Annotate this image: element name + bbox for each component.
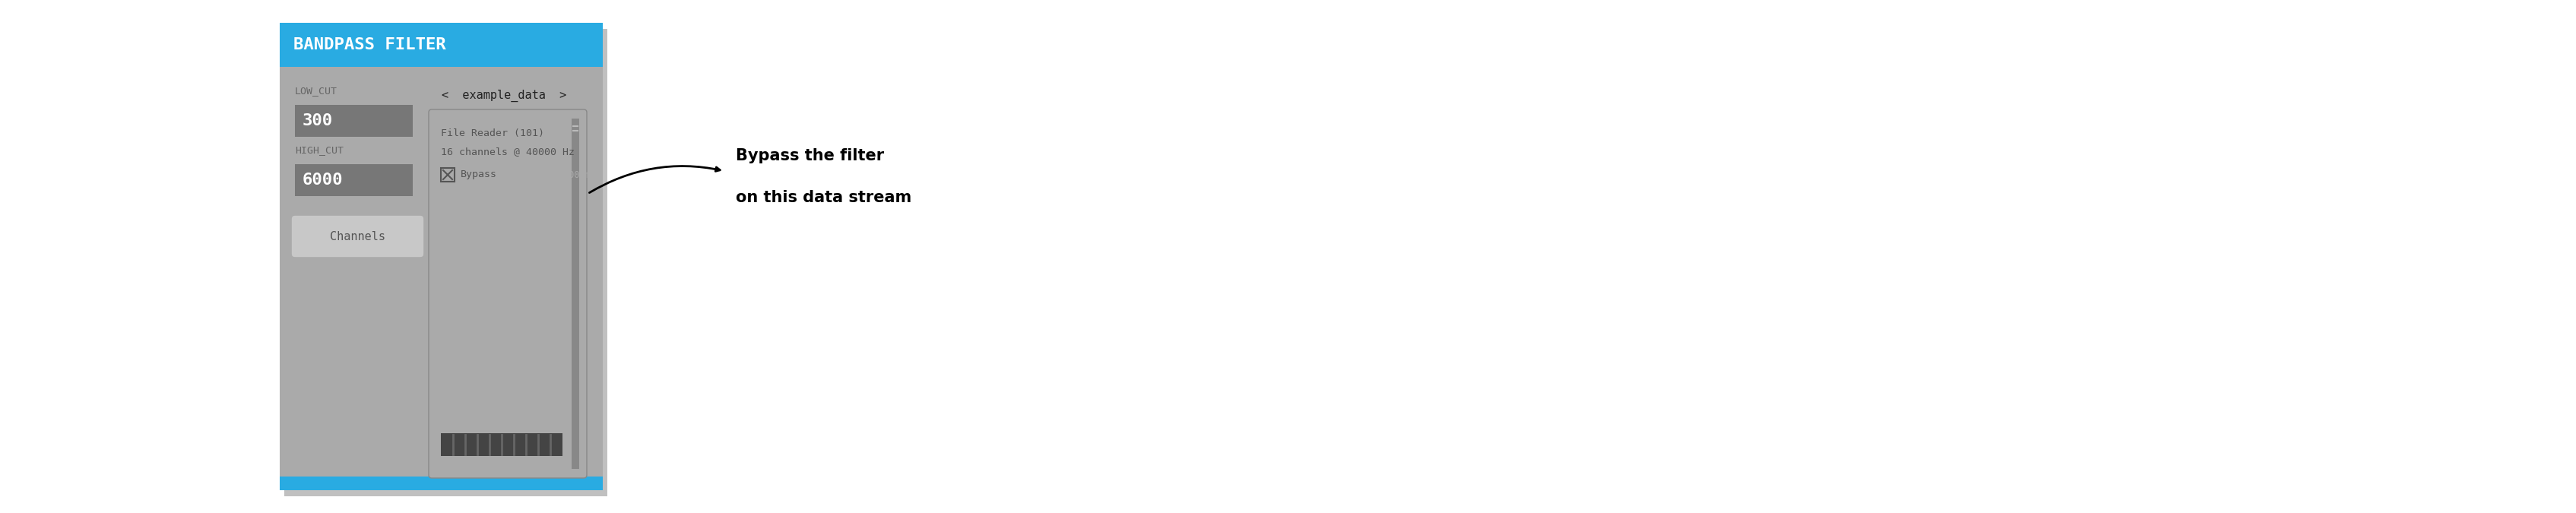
FancyBboxPatch shape <box>291 215 425 258</box>
Text: <  example_data  >: < example_data > <box>440 90 567 102</box>
Text: on this data stream: on this data stream <box>737 190 912 205</box>
Bar <box>281 23 603 67</box>
Text: 6000: 6000 <box>301 172 343 188</box>
Text: File Reader (101): File Reader (101) <box>440 129 544 139</box>
Text: 300: 300 <box>301 113 332 128</box>
Text: Bypass the filter: Bypass the filter <box>737 148 884 164</box>
Bar <box>294 164 412 196</box>
Text: 16 channels @ 40000 Hz: 16 channels @ 40000 Hz <box>440 147 574 157</box>
Bar <box>440 168 453 182</box>
Text: HIGH_CUT: HIGH_CUT <box>294 146 343 155</box>
Text: Bypass: Bypass <box>461 170 497 180</box>
Text: 0.00 ms: 0.00 ms <box>559 170 595 180</box>
Text: LOW_CUT: LOW_CUT <box>294 86 337 96</box>
Text: BANDPASS FILTER: BANDPASS FILTER <box>294 37 446 52</box>
Bar <box>281 23 603 490</box>
Text: Channels: Channels <box>330 231 386 242</box>
FancyBboxPatch shape <box>428 109 587 478</box>
Bar <box>281 477 603 490</box>
Bar <box>572 119 580 469</box>
Bar <box>294 105 412 137</box>
Bar <box>440 433 562 456</box>
Bar <box>283 29 608 496</box>
